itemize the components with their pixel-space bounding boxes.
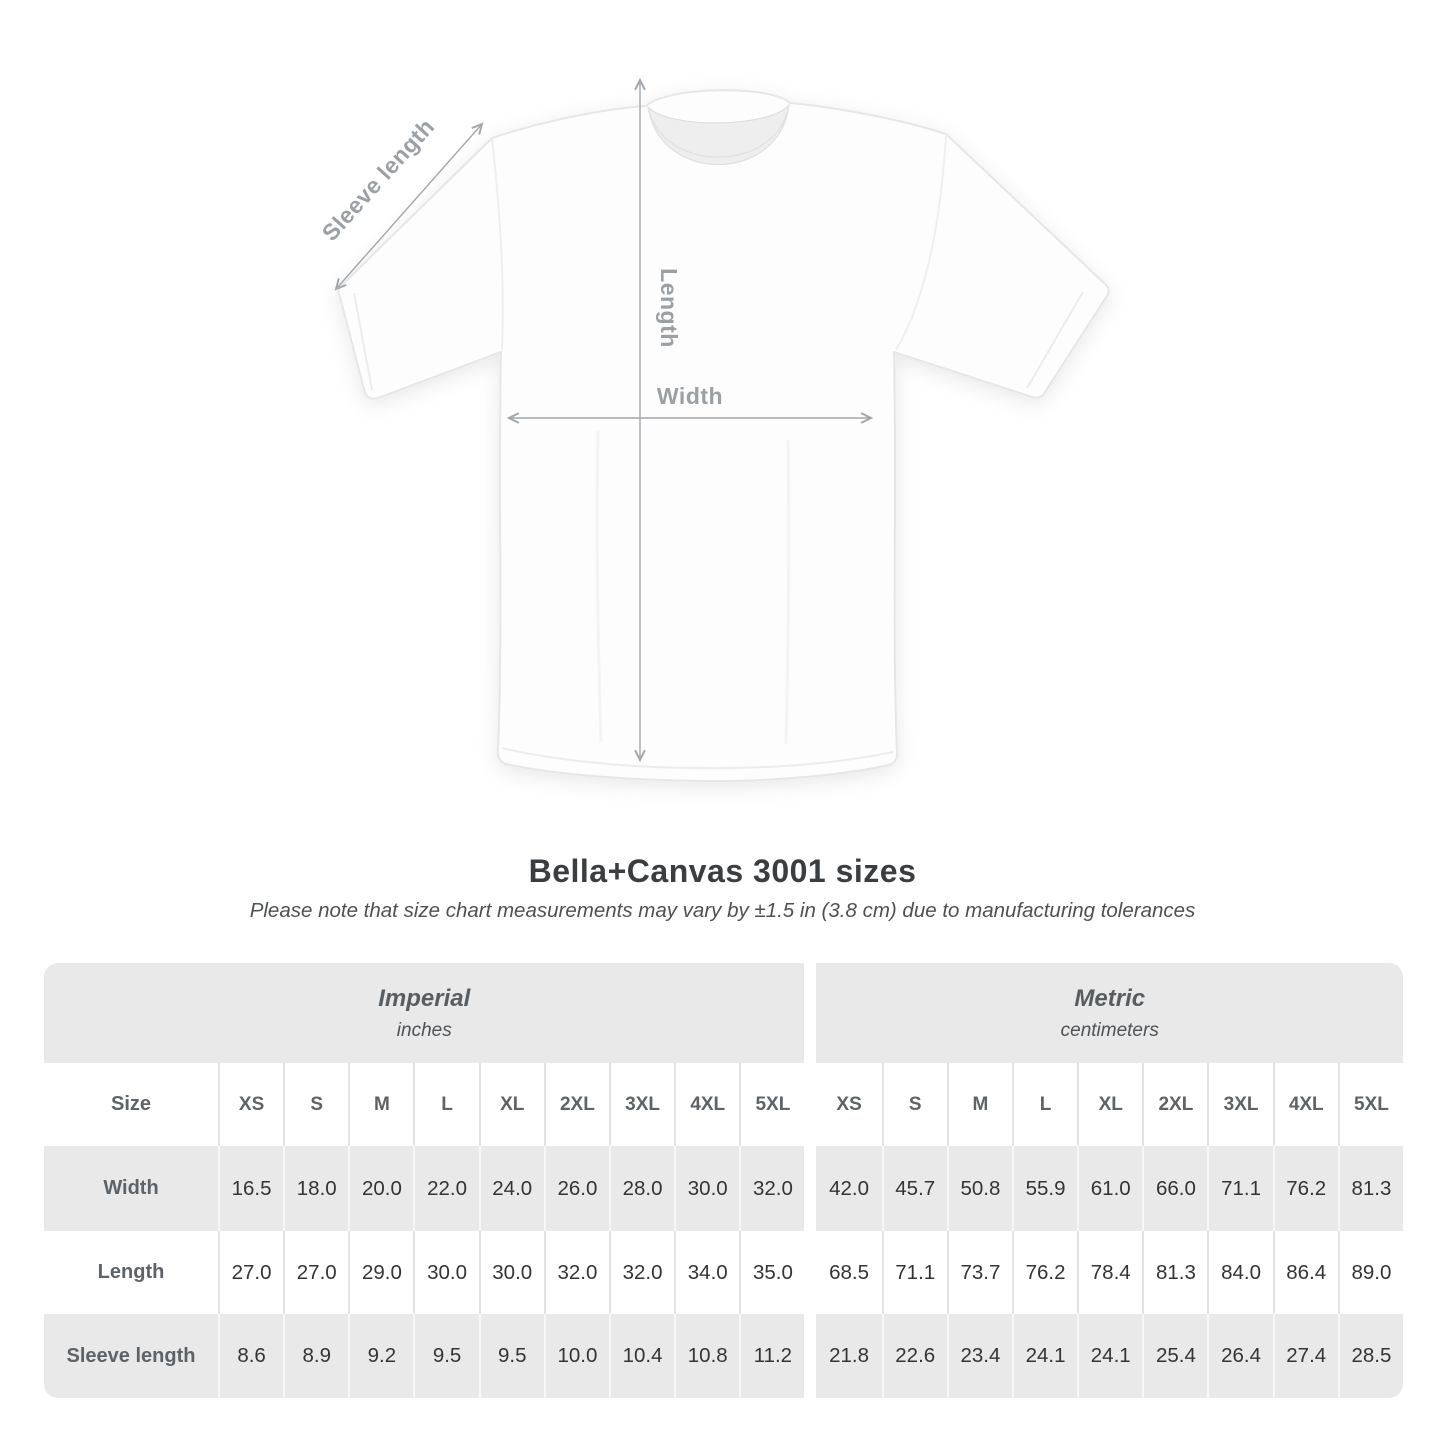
size-header-cell: 5XL [739,1063,805,1146]
unit-divider [804,1314,817,1398]
measurement-cell: 20.0 [348,1146,414,1231]
size-header-cell: XL [478,1063,544,1146]
measurement-cell: 42.0 [816,1146,882,1231]
size-header-cell: S [881,1063,947,1146]
measurement-cell: 76.2 [1011,1231,1078,1314]
measurement-cell: 30.0 [413,1231,479,1314]
measurement-cell: 50.8 [946,1146,1012,1231]
imperial-header: Imperial inches [44,963,805,1063]
metric-unit-label: centimeters [1060,1019,1159,1041]
measurement-cell: 11.2 [739,1314,805,1398]
measurement-cell: 22.6 [881,1314,947,1398]
imperial-title: Imperial [378,984,471,1012]
metric-title: Metric [1074,984,1146,1012]
size-header-cell: 2XL [1142,1063,1208,1146]
measurement-cell: 71.1 [881,1231,947,1314]
measurement-cell: 84.0 [1207,1231,1273,1314]
measurement-cell: 24.0 [478,1146,544,1231]
unit-divider [804,963,817,1063]
measurement-cell: 21.8 [816,1314,882,1398]
measurement-cell: 9.5 [413,1314,479,1398]
length-label: Length [656,268,682,348]
measurement-cell: 55.9 [1011,1146,1078,1231]
size-header-cell: 3XL [1207,1063,1273,1146]
row-label: Sleeve length [44,1314,218,1398]
size-header-cell: XS [218,1063,284,1146]
measurement-cell: 9.2 [348,1314,414,1398]
measurement-cell: 76.2 [1272,1146,1338,1231]
row-label: Width [44,1146,218,1231]
unit-divider [804,1063,817,1146]
sleeve-length-arrow [334,122,484,291]
size-header-cell: 5XL [1337,1063,1403,1146]
measurement-cell: 10.8 [674,1314,740,1398]
measurement-cell: 89.0 [1337,1231,1403,1314]
measurement-cell: 27.0 [218,1231,284,1314]
measurement-cell: 23.4 [946,1314,1012,1398]
measurement-cell: 66.0 [1142,1146,1208,1231]
size-header-cell: 2XL [543,1063,609,1146]
size-header-cell: 3XL [608,1063,675,1146]
measurement-cell: 26.0 [543,1146,609,1231]
size-header-cell: M [348,1063,414,1146]
measurement-cell: 81.3 [1142,1231,1208,1314]
measurement-cell: 22.0 [413,1146,479,1231]
tshirt-diagram: Sleeve length Length Width [317,77,1110,783]
size-table: Imperial inches Metric centimeters Size … [44,963,1403,1398]
tshirt-illustration [337,89,1110,783]
measurement-cell: 71.1 [1207,1146,1273,1231]
measurement-cell: 30.0 [478,1231,544,1314]
measurement-cell: 9.5 [478,1314,544,1398]
size-header-cell: L [1011,1063,1078,1146]
page-title: Bella+Canvas 3001 sizes [528,853,917,889]
size-header-cell: M [946,1063,1012,1146]
measurement-cell: 61.0 [1077,1146,1143,1231]
size-column-header: Size [44,1063,218,1146]
measurement-cell: 10.4 [608,1314,675,1398]
measurement-cell: 8.9 [283,1314,349,1398]
measurement-cell: 27.0 [283,1231,349,1314]
measurement-cell: 27.4 [1272,1314,1338,1398]
measurement-cell: 32.0 [608,1231,675,1314]
size-header-cell: L [413,1063,479,1146]
measurement-cell: 34.0 [674,1231,740,1314]
measurement-cell: 35.0 [739,1231,805,1314]
measurement-cell: 28.0 [608,1146,675,1231]
size-header-cell: XS [816,1063,882,1146]
size-header-cell: S [283,1063,349,1146]
measurement-cell: 18.0 [283,1146,349,1231]
measurement-cell: 8.6 [218,1314,284,1398]
measurement-cell: 78.4 [1077,1231,1143,1314]
row-label: Length [44,1231,218,1314]
measurement-cell: 29.0 [348,1231,414,1314]
measurement-cell: 16.5 [218,1146,284,1231]
size-header-cell: 4XL [674,1063,740,1146]
unit-divider [804,1146,817,1231]
measurement-cell: 25.4 [1142,1314,1208,1398]
measurement-cell: 26.4 [1207,1314,1273,1398]
measurement-cell: 24.1 [1011,1314,1078,1398]
metric-header: Metric centimeters [816,963,1403,1063]
measurement-cell: 73.7 [946,1231,1012,1314]
measurement-cell: 30.0 [674,1146,740,1231]
tolerance-note: Please note that size chart measurements… [249,899,1196,922]
measurement-cell: 24.1 [1077,1314,1143,1398]
measurement-cell: 81.3 [1337,1146,1403,1231]
measurement-cell: 68.5 [816,1231,882,1314]
tshirt-figure: Sleeve length Length Width [317,77,1110,783]
size-header-cell: XL [1077,1063,1143,1146]
size-header-cell: 4XL [1272,1063,1338,1146]
measurement-cell: 32.0 [543,1231,609,1314]
measurement-cell: 10.0 [543,1314,609,1398]
measurement-cell: 45.7 [881,1146,947,1231]
unit-divider [804,1231,817,1314]
measurement-cell: 32.0 [739,1146,805,1231]
width-label: Width [657,383,723,409]
measurement-cell: 28.5 [1337,1314,1403,1398]
measurement-cell: 86.4 [1272,1231,1338,1314]
imperial-unit-label: inches [396,1019,452,1041]
